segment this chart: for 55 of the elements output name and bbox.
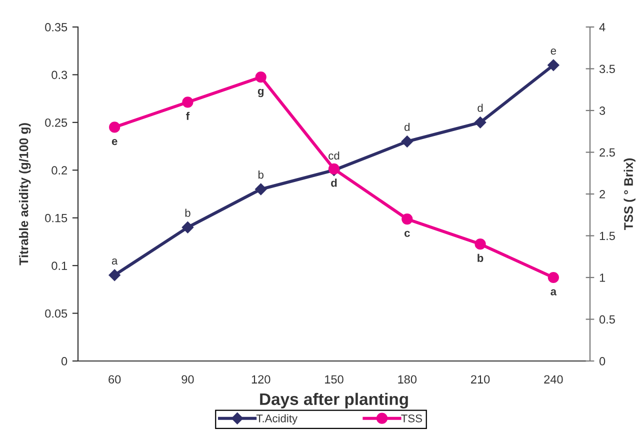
data-label: d [478,104,483,112]
data-label: a [112,258,118,265]
y-tick-label: 0.3 [52,70,68,80]
y2-tick-label: 0 [599,357,606,366]
x-tick-label: 60 [108,375,121,384]
y2-tick-label: 1.5 [600,232,615,240]
data-label: g [258,88,264,98]
data-label: a [550,289,557,296]
y-tick-label: 0.05 [45,309,68,318]
data-label: c [404,230,410,237]
point [255,72,266,83]
data-label: b [185,208,190,217]
data-label: e [550,48,556,55]
point [109,122,120,133]
y-axis-title: Titrable acidity (g/100 g) [19,123,31,266]
data-label: cd [328,151,340,160]
point [182,222,194,234]
y2-tick-label: 4 [599,23,606,32]
y-tick-label: 0 [61,357,68,366]
y2-axis-title: TSS ( ° Brix) [624,158,636,230]
y2-tick-label: 0.5 [599,315,615,324]
data-label: b [478,254,484,262]
x-tick-label: 120 [252,375,270,384]
y-tick-label: 0.35 [45,23,68,32]
y-tick-label: 0.15 [45,214,68,222]
y2-tick-label: 3.5 [599,64,615,74]
legend-label: TSS [401,414,422,422]
x-tick-label: 90 [182,375,194,384]
x-tick-label: 180 [398,375,417,384]
data-label: f [186,112,190,120]
data-label: d [404,122,410,131]
x-tick-label: 210 [471,375,490,384]
data-label: b [258,170,264,179]
point [182,96,194,108]
data-label: d [331,178,337,187]
y2-tick-label: 2 [600,190,605,198]
point [548,272,559,284]
y-tick-label: 0.1 [52,262,68,270]
point [474,238,486,250]
x-axis-title: Days after planting [260,392,408,408]
point [474,116,486,128]
x-tick-label: 150 [325,375,344,384]
y2-tick-label: 2.5 [600,148,615,157]
point [108,269,120,281]
y2-tick-label: 3 [599,106,606,115]
y-tick-label: 0.2 [52,166,67,175]
data-label: e [112,138,118,146]
point [255,183,267,196]
legend-label: T.Acidity [256,414,298,425]
point [548,59,560,71]
y2-tick-label: 1 [600,274,606,282]
y-tick-label: 0.25 [45,118,68,127]
x-tick-label: 240 [544,375,563,384]
point [402,213,413,225]
point [401,136,413,148]
